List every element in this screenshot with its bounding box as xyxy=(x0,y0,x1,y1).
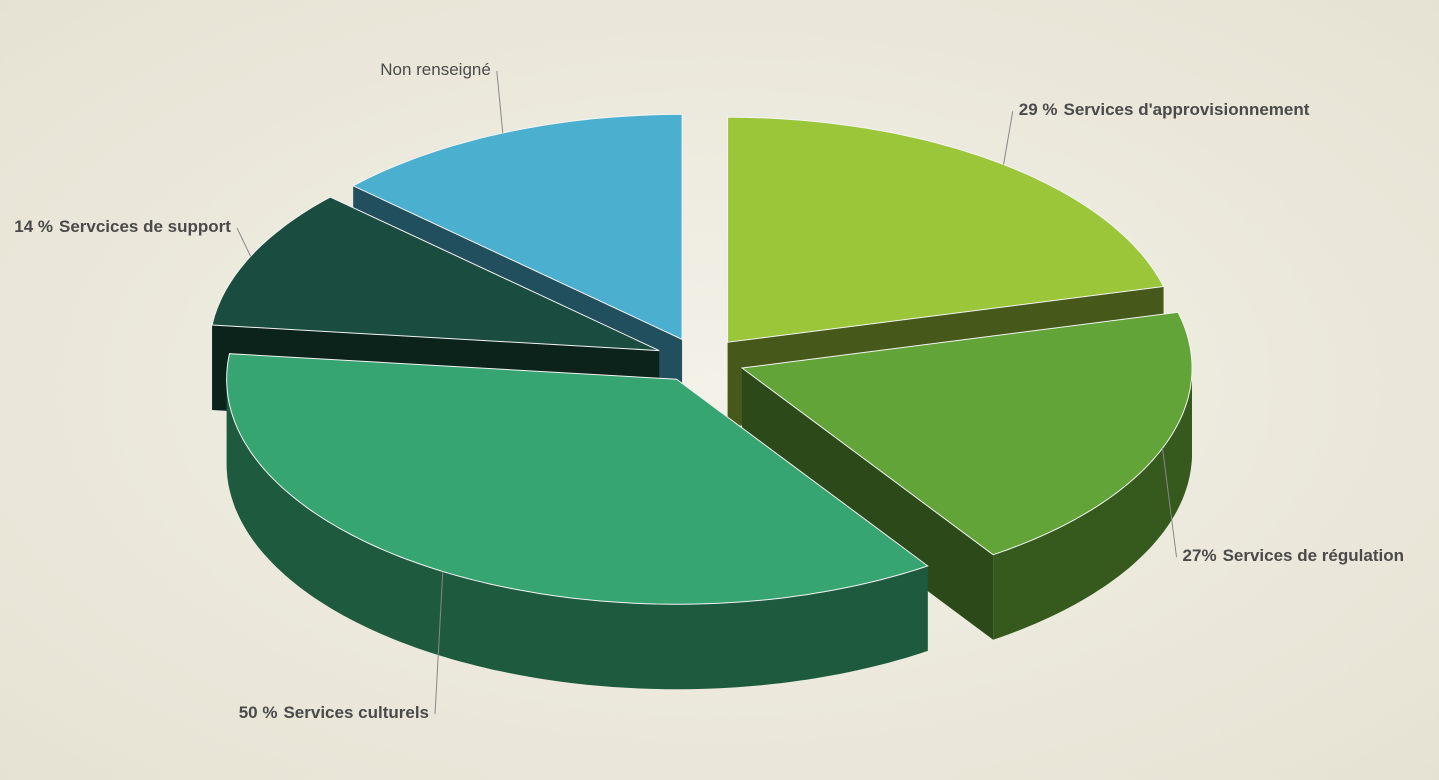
slice-top xyxy=(211,196,660,352)
leader-line xyxy=(236,227,252,257)
slice-label: Non renseigné xyxy=(380,61,491,80)
category-label: Services de régulation xyxy=(1223,547,1404,566)
slice-label: 29 % Services d'approvisionnement xyxy=(1019,101,1310,120)
slice xyxy=(226,353,929,690)
slice-label: 50 % Services culturels xyxy=(239,704,429,723)
value-label: 50 % xyxy=(239,704,278,723)
leader-line xyxy=(1003,111,1014,165)
slice-side xyxy=(226,379,928,690)
leader-line xyxy=(496,71,504,134)
slice-label: 14 % Servcices de support xyxy=(14,217,231,236)
category-label: Services culturels xyxy=(283,704,429,723)
slice-top xyxy=(352,113,683,341)
category-label: Servcices de support xyxy=(59,217,231,236)
value-label: 27% xyxy=(1183,547,1217,566)
value-label: 14 % xyxy=(14,217,53,236)
value-label: 29 % xyxy=(1019,101,1058,120)
category-label: Services d'approvisionnement xyxy=(1064,101,1310,120)
slice-top xyxy=(727,116,1165,343)
leader-line xyxy=(1162,448,1178,558)
slice xyxy=(740,311,1193,640)
slice-side xyxy=(993,368,1192,640)
slice-label: 27% Services de régulation xyxy=(1183,547,1404,566)
leader-line xyxy=(434,571,444,715)
category-label: Non renseigné xyxy=(380,61,491,80)
slice-wall xyxy=(742,368,994,640)
